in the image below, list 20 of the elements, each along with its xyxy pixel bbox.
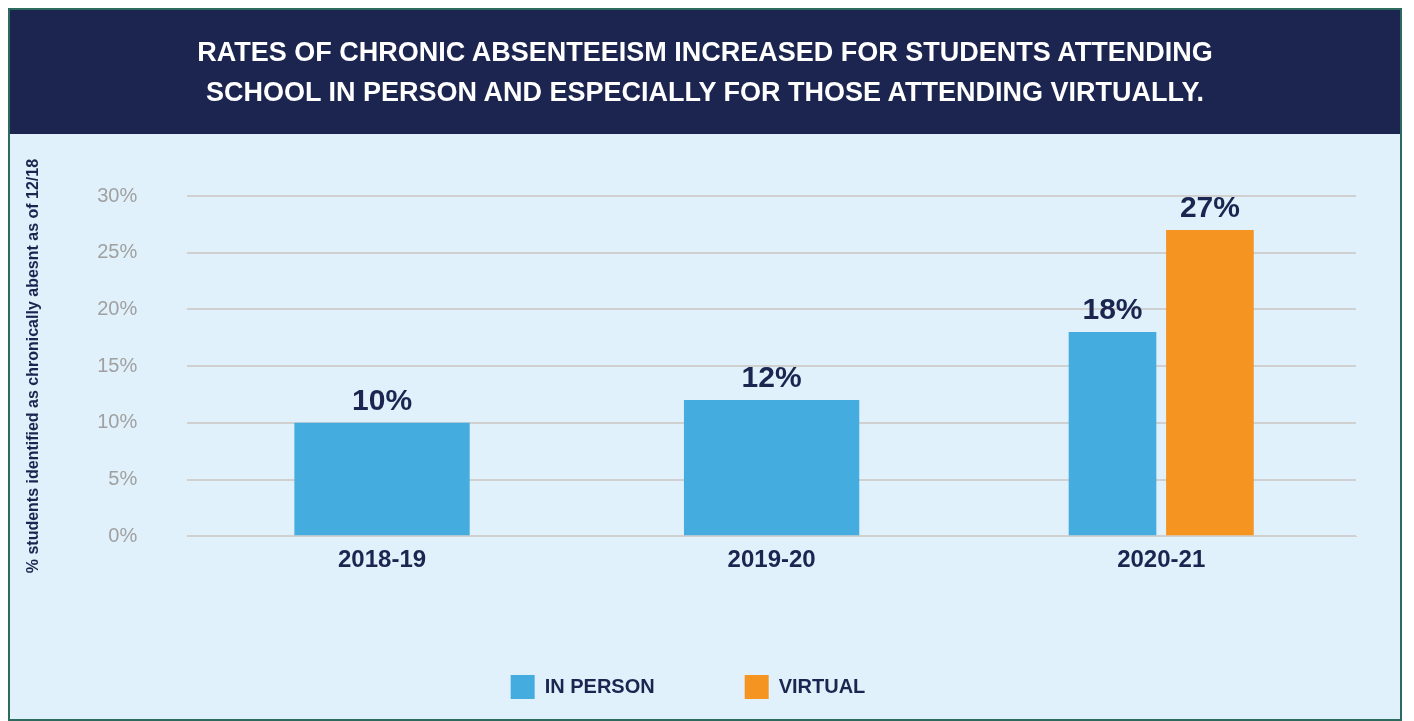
- legend-label: IN PERSON: [544, 674, 655, 697]
- data-label: 10%: [352, 383, 413, 417]
- x-tick-label: 2019-20: [727, 545, 816, 573]
- bar: [294, 422, 470, 536]
- y-tick-label: 5%: [108, 467, 138, 490]
- legend-label: VIRTUAL: [778, 674, 866, 697]
- y-tick-label: 20%: [97, 296, 138, 319]
- data-label: 12%: [741, 360, 802, 394]
- x-tick-label: 2020-21: [1117, 545, 1206, 573]
- y-tick-label: 10%: [97, 410, 138, 433]
- y-axis-title: % students identified as chronically abesnt as of 12/18: [24, 158, 42, 574]
- y-tick-label: 25%: [97, 240, 138, 263]
- y-tick-label: 15%: [97, 353, 138, 376]
- chart-title: RATES OF CHRONIC ABSENTEEISM INCREASED FOR STUDENTS ATTENDING SCHOOL IN PERSON AND ESPECIALLY FOR THOSE ATTENDING VIRTUALLY.: [10, 10, 1400, 134]
- data-label: 18%: [1082, 292, 1143, 326]
- x-tick-label: 2018-19: [337, 545, 427, 573]
- bar: [1166, 230, 1254, 536]
- y-tick-label: 0%: [108, 523, 138, 546]
- data-label: 27%: [1179, 190, 1240, 224]
- y-tick-label: 30%: [97, 183, 138, 206]
